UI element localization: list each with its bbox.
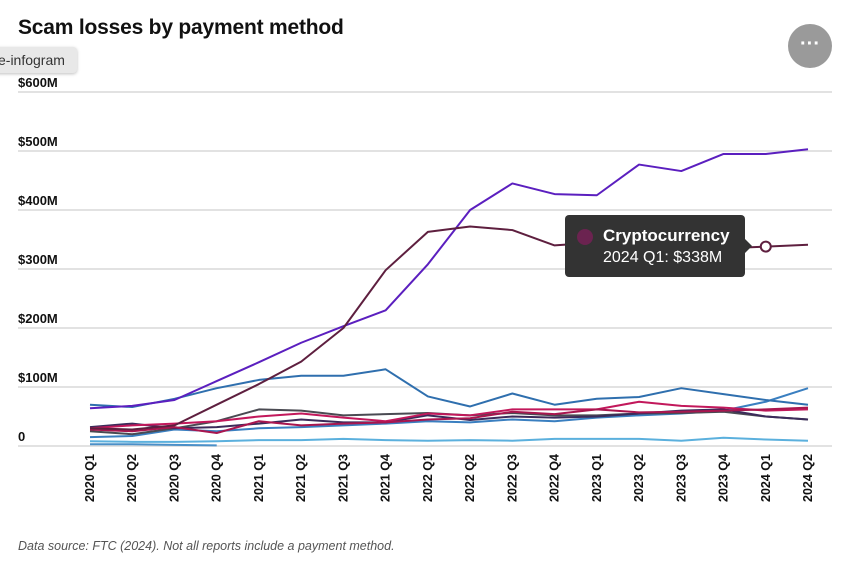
x-tick-label: 2021 Q3 [336,454,350,502]
source-tooltip-chip: e-infogram [0,47,77,73]
x-tick-label: 2022 Q2 [463,454,477,502]
y-tick-label: $500M [18,134,58,149]
y-tick-label: 0 [18,429,25,444]
y-tick-label: $600M [18,75,58,90]
x-tick-label: 2023 Q2 [632,454,646,502]
tooltip-series-name: Cryptocurrency [603,226,730,245]
more-options-button[interactable]: ··· [788,24,832,68]
series-color-dot [577,229,593,245]
x-tick-label: 2023 Q1 [590,454,604,502]
series-line-7 [89,368,809,409]
y-tick-label: $400M [18,193,58,208]
x-tick-label: 2022 Q1 [421,454,435,502]
series-line-4 [89,408,809,430]
x-tick-label: 2022 Q4 [548,454,562,502]
y-tick-label: $300M [18,252,58,267]
highlighted-data-point [759,240,772,253]
data-source-note: Data source: FTC (2024). Not all reports… [18,539,395,553]
x-tick-label: 2022 Q3 [505,454,519,502]
chart-tooltip: Cryptocurrency 2024 Q1: $338M [565,215,752,277]
series-line-0 [90,443,217,447]
x-tick-label: 2020 Q3 [167,454,181,502]
x-tick-label: 2020 Q2 [125,454,139,502]
x-tick-label: 2021 Q4 [379,454,393,502]
x-tick-label: 2021 Q2 [294,454,308,502]
series-line-5 [89,400,809,430]
chart-title: Scam losses by payment method [18,16,344,39]
series-line-1 [89,436,809,443]
x-tick-label: 2021 Q1 [252,454,266,502]
tooltip-value: 2024 Q1: $338M [603,249,723,266]
y-tick-label: $200M [18,311,58,326]
series-line-6 [89,406,809,435]
x-tick-label: 2024 Q1 [759,454,773,502]
series-line-8 [89,148,809,410]
y-tick-label: $100M [18,370,58,385]
x-tick-label: 2023 Q4 [717,454,731,502]
x-tick-label: 2020 Q4 [210,454,224,502]
x-tick-label: 2024 Q2 [801,454,815,502]
x-tick-label: 2023 Q3 [674,454,688,502]
x-tick-label: 2020 Q1 [83,454,97,502]
